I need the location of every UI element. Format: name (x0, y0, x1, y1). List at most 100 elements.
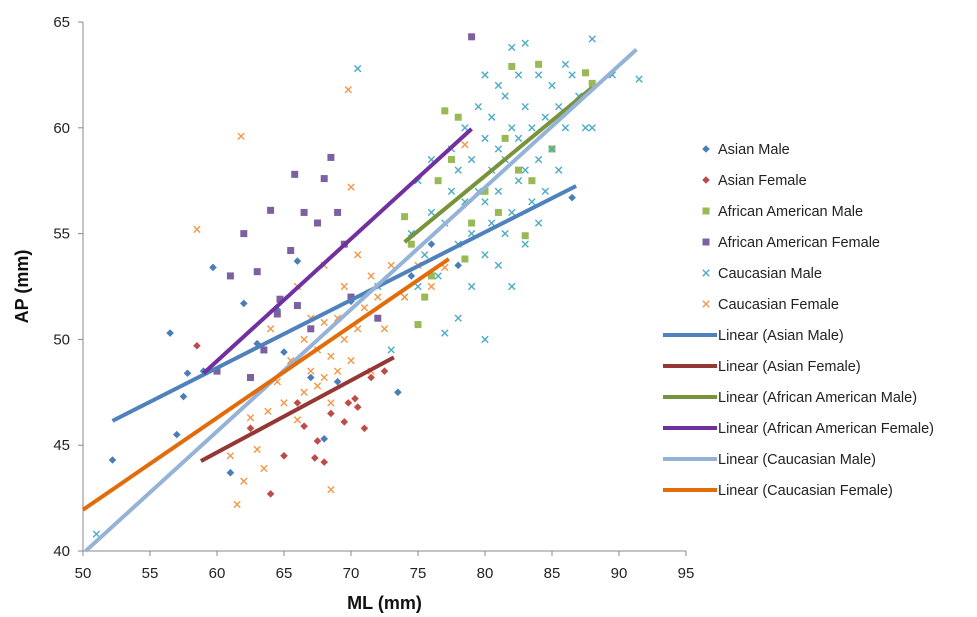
legend-label: Linear (African American Female) (718, 421, 934, 437)
data-point (434, 177, 442, 185)
data-point (108, 456, 117, 464)
data-point (360, 303, 369, 312)
data-point (454, 113, 462, 121)
data-point (521, 166, 529, 174)
data-point (166, 329, 174, 337)
data-point (314, 219, 321, 227)
x-tick-label: 85 (544, 565, 561, 582)
data-point (481, 187, 489, 195)
y-axis-title: AP (mm) (12, 250, 32, 324)
data-point (300, 335, 308, 344)
data-point (380, 367, 389, 375)
data-point (448, 156, 455, 164)
data-point (340, 418, 349, 426)
data-point (333, 377, 342, 386)
data-point (568, 193, 576, 202)
data-point (327, 409, 335, 418)
data-point (508, 62, 516, 70)
data-point (414, 321, 422, 329)
data-point (276, 295, 284, 303)
data-point (287, 247, 295, 255)
data-point (293, 302, 301, 310)
data-point (353, 403, 362, 411)
data-point (635, 75, 643, 83)
data-point (374, 293, 382, 301)
data-point (515, 166, 522, 174)
data-point (327, 399, 335, 407)
data-point (237, 132, 245, 140)
legend-label: Asian Female (718, 173, 807, 189)
data-point (454, 261, 462, 270)
data-point (313, 382, 322, 390)
data-point (253, 268, 261, 276)
legend-label: African American Female (718, 235, 880, 251)
data-point (333, 367, 342, 375)
legend-marker (702, 269, 710, 277)
y-tick-label: 65 (53, 14, 70, 31)
trend-line (84, 48, 638, 553)
data-point (347, 293, 355, 301)
data-point (183, 369, 192, 378)
data-point (508, 208, 516, 217)
data-point (534, 155, 543, 164)
data-point (588, 124, 596, 132)
legend-label: African American Male (718, 204, 863, 220)
data-point (344, 399, 353, 407)
data-point (351, 394, 359, 403)
y-tick-label: 50 (53, 331, 70, 348)
x-tick-label: 50 (75, 565, 92, 582)
data-point (541, 187, 549, 195)
legend-label: Linear (Caucasian Male) (718, 452, 876, 468)
data-point (300, 208, 308, 216)
trend-line (403, 86, 594, 244)
legend-marker (702, 207, 710, 215)
legend-label: Linear (Asian Female) (718, 359, 861, 375)
data-point (360, 424, 369, 433)
data-point (293, 399, 302, 407)
data-point (461, 255, 469, 263)
legend-item: Asian Male (702, 142, 790, 158)
legend-item: African American Male (702, 204, 863, 220)
data-point (340, 282, 348, 291)
data-point (508, 282, 516, 291)
data-point (374, 314, 382, 322)
data-point (253, 339, 261, 348)
data-point (521, 102, 529, 111)
data-point (521, 240, 529, 248)
data-point (454, 314, 462, 322)
data-point (461, 141, 469, 149)
data-point (488, 219, 496, 227)
data-point (266, 490, 275, 498)
data-point (354, 251, 362, 259)
data-point (588, 35, 596, 43)
data-point (454, 166, 462, 174)
data-point (501, 229, 509, 238)
data-point (421, 251, 429, 259)
trend-line (111, 184, 578, 423)
data-point (313, 437, 322, 445)
data-point (568, 71, 576, 79)
data-point (300, 388, 308, 396)
data-point (327, 485, 335, 494)
x-tick-label: 60 (209, 565, 226, 582)
data-point (514, 134, 523, 143)
data-point (467, 155, 476, 164)
x-tick-label: 75 (410, 565, 427, 582)
data-point (534, 219, 543, 227)
data-point (340, 335, 348, 344)
data-point (427, 282, 436, 291)
data-point (193, 225, 201, 234)
x-tick-label: 55 (142, 565, 159, 582)
data-point (226, 272, 234, 280)
data-point (474, 102, 482, 111)
trend-lines (81, 48, 638, 553)
data-point (514, 177, 523, 185)
data-point (508, 124, 516, 132)
data-point (581, 124, 590, 132)
data-point (548, 145, 556, 153)
data-point (494, 261, 503, 270)
data-point (367, 272, 375, 280)
data-point (494, 145, 503, 153)
data-point (494, 81, 503, 90)
data-point (387, 346, 395, 354)
